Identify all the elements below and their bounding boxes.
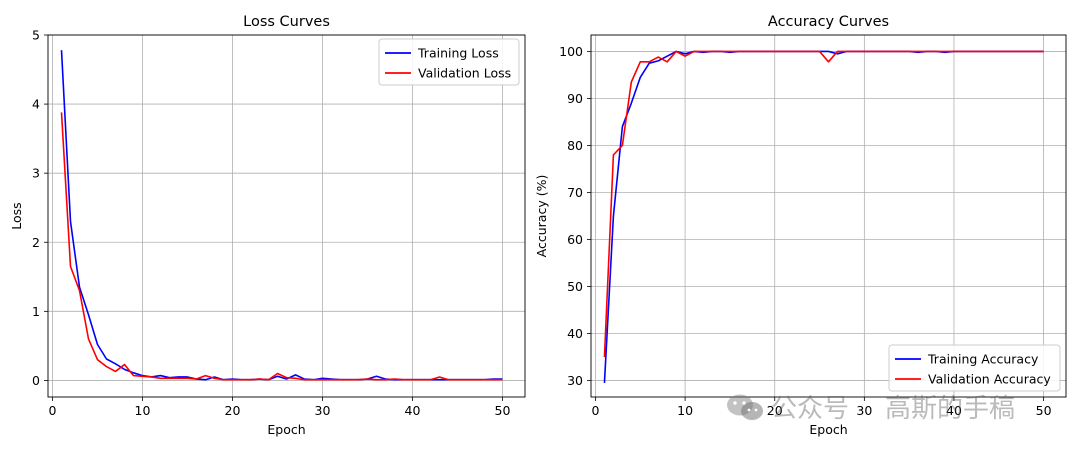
y-tick-label: 0 xyxy=(32,373,40,388)
x-tick-label: 0 xyxy=(49,403,57,418)
chart-panel-1: 0 10 20 30 40 50 0 1 2 3 4 5 Loss Curves Epoch Loss Tra… xyxy=(9,14,526,437)
wechat-icon xyxy=(727,394,763,420)
x-tick-label: 20 xyxy=(767,403,783,418)
y-tick-label: 40 xyxy=(567,326,583,341)
y-tick-label: 50 xyxy=(567,279,583,294)
y-axis-label: Accuracy (%) xyxy=(534,175,549,258)
watermark: 公众号 高斯的手稿 xyxy=(725,388,1015,425)
legend-box xyxy=(888,344,1061,392)
x-tick-label: 50 xyxy=(1036,403,1052,418)
y-tick-label: 90 xyxy=(567,91,583,106)
legend-label-1: Training Accuracy xyxy=(927,352,1039,367)
legend-label-2: Validation Accuracy xyxy=(928,372,1051,387)
y-tick-label: 2 xyxy=(32,235,40,250)
y-tick-label: 100 xyxy=(559,44,583,59)
y-tick-label: 30 xyxy=(567,373,583,388)
watermark-author-label: 高斯的手稿 xyxy=(885,394,1016,424)
series-line-2 xyxy=(603,50,1044,358)
x-tick-label: 20 xyxy=(225,403,241,418)
y-tick-label: 80 xyxy=(567,138,583,153)
chart-panel-2: 0 10 20 30 40 50 30 40 50 60 70 80 90 100 Accuracy Cur… xyxy=(534,14,1067,437)
x-tick-label: 50 xyxy=(495,403,511,418)
y-tick-label: 1 xyxy=(32,304,40,319)
y-tick-label: 3 xyxy=(32,166,40,181)
y-tick-label: 5 xyxy=(32,28,40,43)
legend-box xyxy=(378,38,520,86)
x-tick-label: 10 xyxy=(135,403,151,418)
chart-title: Loss Curves xyxy=(243,14,330,30)
x-axis-label: Epoch xyxy=(267,422,305,437)
plot-frame xyxy=(590,34,1067,398)
y-tick-label: 70 xyxy=(567,185,583,200)
legend: Training Loss Validation Loss xyxy=(378,38,520,86)
legend-label-2: Validation Loss xyxy=(418,66,511,81)
watermark-account-label: 公众号 xyxy=(771,394,850,424)
x-tick-label: 30 xyxy=(315,403,331,418)
x-axis-label: Epoch xyxy=(809,422,847,437)
x-tick-label: 40 xyxy=(946,403,962,418)
legend: Training Accuracy Validation Accuracy xyxy=(888,344,1061,392)
y-tick-label: 4 xyxy=(32,97,40,112)
x-tick-label: 0 xyxy=(592,403,600,418)
series-line-1 xyxy=(60,50,503,381)
y-axis-label: Loss xyxy=(9,202,24,229)
plot-frame xyxy=(47,34,526,398)
x-tick-label: 10 xyxy=(677,403,693,418)
legend-label-1: Training Loss xyxy=(417,46,499,61)
x-tick-label: 30 xyxy=(856,403,872,418)
x-tick-label: 40 xyxy=(405,403,421,418)
y-tick-label: 60 xyxy=(567,232,583,247)
chart-title: Accuracy Curves xyxy=(768,14,889,30)
series-line-2 xyxy=(60,112,503,381)
